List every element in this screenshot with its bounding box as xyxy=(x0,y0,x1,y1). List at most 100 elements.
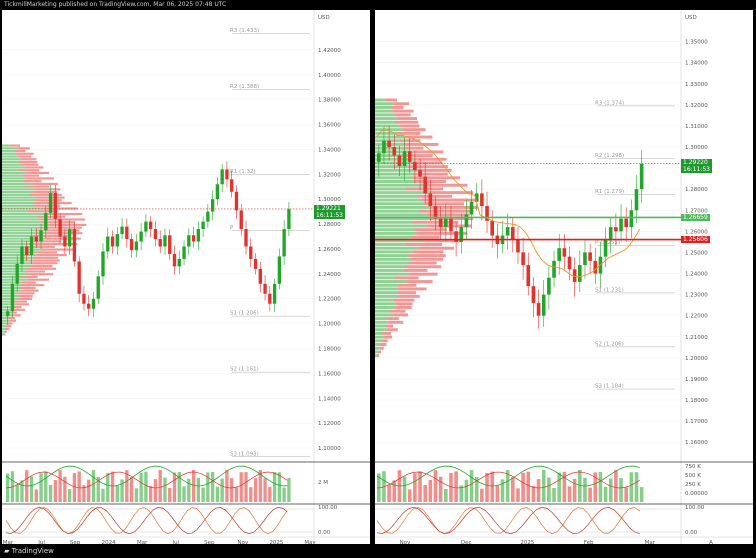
oscillator-signal-line xyxy=(5,471,288,489)
volume-profile-bar xyxy=(375,161,413,165)
volume-profile-bar xyxy=(398,287,427,291)
volume-profile-bar xyxy=(375,346,380,350)
candle-body xyxy=(115,234,119,247)
sub-pane-1-tick: 750 K xyxy=(685,464,701,470)
volume-profile-bar xyxy=(375,120,395,124)
volume-bar xyxy=(15,484,19,502)
candle-body xyxy=(438,218,443,228)
volume-profile-bar xyxy=(23,185,50,188)
volume-profile-bar xyxy=(2,305,13,309)
candle-body xyxy=(547,277,551,295)
volume-profile-bar xyxy=(375,231,417,235)
candle-body xyxy=(639,163,644,190)
volume-profile-bar xyxy=(21,163,39,166)
volume-profile-bar xyxy=(18,295,33,298)
volume-profile-bar xyxy=(375,168,418,172)
candle-body xyxy=(557,248,561,261)
candle-body xyxy=(34,236,38,242)
volume-profile-bar xyxy=(17,147,30,150)
volume-bar xyxy=(433,470,438,502)
pivot-label: S3 (1.093) xyxy=(230,451,259,457)
candle-body xyxy=(634,189,639,211)
pivot-label: R2 (1.298) xyxy=(595,153,624,159)
volume-profile-bar xyxy=(402,128,426,132)
volume-profile-bar xyxy=(2,212,47,216)
y-tick-label: 1.27000 xyxy=(685,208,708,214)
volume-bar xyxy=(567,486,572,502)
volume-bar xyxy=(187,478,191,502)
y-tick-label: 1.26000 xyxy=(685,229,708,235)
volume-bar xyxy=(500,479,505,502)
candle-body xyxy=(418,170,422,177)
volume-profile-bar xyxy=(399,294,420,298)
volume-profile-bar xyxy=(17,160,38,164)
candle-body xyxy=(196,229,201,242)
volume-bar xyxy=(603,486,608,502)
volume-profile-bar xyxy=(34,199,62,202)
candle-body xyxy=(139,231,143,242)
candle-body xyxy=(387,140,391,148)
volume-profile-bar xyxy=(2,327,6,331)
volume-profile-bar xyxy=(42,221,75,224)
volume-profile-bar xyxy=(2,196,37,199)
sub-pane-1-tick: 250 K xyxy=(685,482,701,488)
volume-profile-bar xyxy=(375,239,423,243)
volume-profile-bar xyxy=(26,267,57,270)
chart-panel-left[interactable]: USD 1.42000 1.40000 1.38000 1.36000 1.34000 1.… xyxy=(2,10,370,544)
volume-profile-bar xyxy=(2,174,23,177)
y-tick-label: 1.14000 xyxy=(318,396,341,402)
candle-body xyxy=(505,227,510,236)
volume-profile-bar xyxy=(2,275,19,279)
candle-body xyxy=(277,256,282,284)
candle-body xyxy=(6,311,10,317)
volume-profile-bar xyxy=(16,152,34,155)
volume-profile-bar xyxy=(375,202,424,206)
y-tick-label: 1.36000 xyxy=(318,123,341,129)
volume-bar xyxy=(490,471,494,502)
candle-body xyxy=(230,179,234,192)
volume-bar xyxy=(454,471,458,502)
pivot-label: R1 (1.32) xyxy=(230,169,256,175)
volume-profile-bar xyxy=(18,155,32,158)
chart-left-svg[interactable]: USD 1.42000 1.40000 1.38000 1.36000 1.34000 1.… xyxy=(2,10,370,544)
x-axis-label: Nov xyxy=(238,540,249,544)
volume-bar xyxy=(428,480,433,502)
volume-profile-bar xyxy=(2,295,19,298)
y-tick-label: 1.30000 xyxy=(685,145,708,151)
volume-profile-bar xyxy=(2,308,13,311)
x-axis-label: Mar xyxy=(137,540,148,544)
volume-profile-bar xyxy=(375,343,381,346)
volume-profile-bar xyxy=(397,291,417,295)
candle-body xyxy=(29,236,34,256)
volume-profile-bar xyxy=(2,253,38,257)
chart-panel-right[interactable]: USD 1.35000 1.34000 1.33000 1.32000 1.31000 1.… xyxy=(375,10,753,544)
volume-profile-bar xyxy=(36,215,66,218)
volume-bar xyxy=(639,487,644,502)
volume-profile-bar xyxy=(2,330,5,333)
volume-profile-bar xyxy=(398,117,418,121)
volume-bar xyxy=(536,479,541,502)
volume-profile-bar xyxy=(16,292,35,295)
oscillator-line xyxy=(376,465,640,487)
chart-right-svg[interactable]: USD 1.35000 1.34000 1.33000 1.32000 1.31000 1.… xyxy=(375,10,753,544)
volume-bar xyxy=(201,487,205,502)
volume-bar xyxy=(177,471,181,502)
tradingview-logo: ▰ TradingView xyxy=(4,547,54,555)
volume-bar xyxy=(225,470,229,502)
candle-body xyxy=(10,283,15,312)
volume-profile-bar xyxy=(2,245,32,248)
candle-body xyxy=(541,294,546,316)
volume-bar xyxy=(29,476,34,502)
volume-profile-bar xyxy=(375,335,385,339)
volume-bar xyxy=(464,479,469,502)
volume-profile-bar xyxy=(375,305,396,309)
volume-profile-bar xyxy=(2,234,33,237)
volume-profile-bar xyxy=(12,305,22,309)
volume-profile-bar xyxy=(2,163,22,166)
candle-body xyxy=(603,239,608,257)
price-badge-left-price: 1.29221 xyxy=(316,204,341,212)
pivot-label: S1 (1.206) xyxy=(230,311,259,317)
volume-bar xyxy=(588,487,592,502)
volume-profile-bar xyxy=(395,302,413,306)
volume-profile-bar xyxy=(375,328,388,332)
